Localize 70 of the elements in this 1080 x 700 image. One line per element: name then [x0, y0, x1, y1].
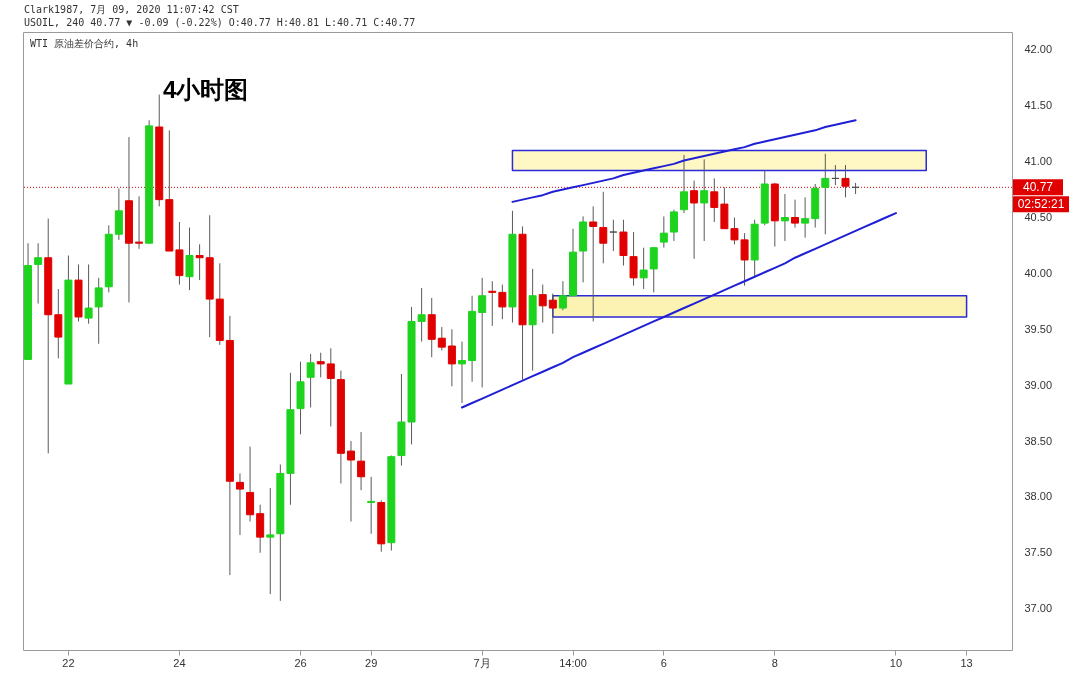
candlestick — [195, 243, 204, 281]
candlestick — [659, 215, 668, 249]
candlestick — [680, 154, 689, 214]
text: USOIL, 240 40.77 ▼ -0.09 (-0.22%) O:40.77 H:40.81 L:40.71 C:40.77 — [24, 17, 416, 28]
y-tick-label: 42.00 — [1024, 43, 1053, 56]
y-tick-label: 39.00 — [1024, 378, 1053, 391]
x-tick-label: 24 — [173, 656, 186, 669]
candlestick — [589, 205, 598, 322]
y-tick-label: 38.50 — [1024, 434, 1053, 447]
candlestick — [609, 219, 618, 252]
candlestick — [246, 446, 255, 522]
candlestick — [346, 440, 355, 522]
candlestick — [780, 193, 789, 242]
candlestick — [669, 209, 678, 242]
candlestick — [700, 158, 709, 242]
text: Clark1987, 7月 09, 2020 11:07:42 CST — [24, 4, 239, 15]
x-tick-label: 26 — [294, 656, 307, 669]
candlestick — [649, 247, 658, 293]
y-tick-label: 40.50 — [1024, 211, 1053, 224]
x-tick-label: 6 — [660, 656, 667, 669]
candlestick — [710, 177, 719, 223]
candlestick — [306, 353, 315, 408]
candlestick — [185, 227, 194, 291]
candlestick — [114, 187, 123, 241]
candlestick — [801, 196, 810, 239]
y-tick-label: 41.50 — [1024, 99, 1053, 112]
candlestick — [498, 284, 507, 320]
candlestick — [629, 231, 638, 287]
y-tick-label: 37.00 — [1024, 602, 1053, 615]
x-tick-label: 8 — [771, 656, 778, 669]
candlestick — [447, 328, 456, 387]
candlestick — [619, 219, 628, 267]
candlestick — [639, 247, 648, 290]
candlestick — [135, 195, 144, 250]
y-tick-label: 37.50 — [1024, 546, 1053, 559]
candlestick — [599, 191, 608, 264]
y-tick-label: 40.00 — [1024, 266, 1053, 279]
candlestick — [326, 347, 335, 427]
x-tick-label: 22 — [62, 656, 75, 669]
x-tick-label: 10 — [889, 656, 903, 669]
candlestick — [538, 284, 547, 324]
x-tick-label: 7月 — [473, 656, 491, 669]
candlestick — [34, 242, 43, 305]
candlestick — [235, 472, 244, 536]
candlestick — [367, 476, 376, 535]
candlestick — [94, 277, 103, 345]
candlestick — [256, 504, 265, 554]
candlestick — [821, 153, 830, 235]
candlestick — [437, 326, 446, 351]
y-tick-label: 41.00 — [1024, 155, 1053, 168]
candlestick — [548, 293, 557, 335]
x-tick-label: 29 — [365, 656, 378, 669]
text: 02:52:21 — [1017, 197, 1065, 212]
y-tick-label: 39.50 — [1024, 322, 1053, 335]
text: WTI 原油差价合约, 4h — [30, 38, 139, 49]
candlestick — [316, 352, 325, 378]
candlestick — [791, 199, 800, 229]
x-tick-label: 14:00 — [559, 656, 587, 669]
candlestick — [478, 277, 487, 388]
candlestick — [266, 487, 275, 595]
candlestick — [457, 341, 466, 404]
candlestick — [488, 280, 497, 327]
y-tick-label: 38.00 — [1024, 490, 1053, 503]
annotation: 4小时图 — [163, 76, 249, 103]
ref-line-label: 40.77 — [1022, 180, 1054, 195]
candlestick — [54, 288, 63, 359]
candlestick — [558, 280, 567, 311]
x-tick-label: 13 — [960, 656, 973, 669]
candlestick — [357, 431, 366, 491]
candlestick — [84, 263, 93, 325]
